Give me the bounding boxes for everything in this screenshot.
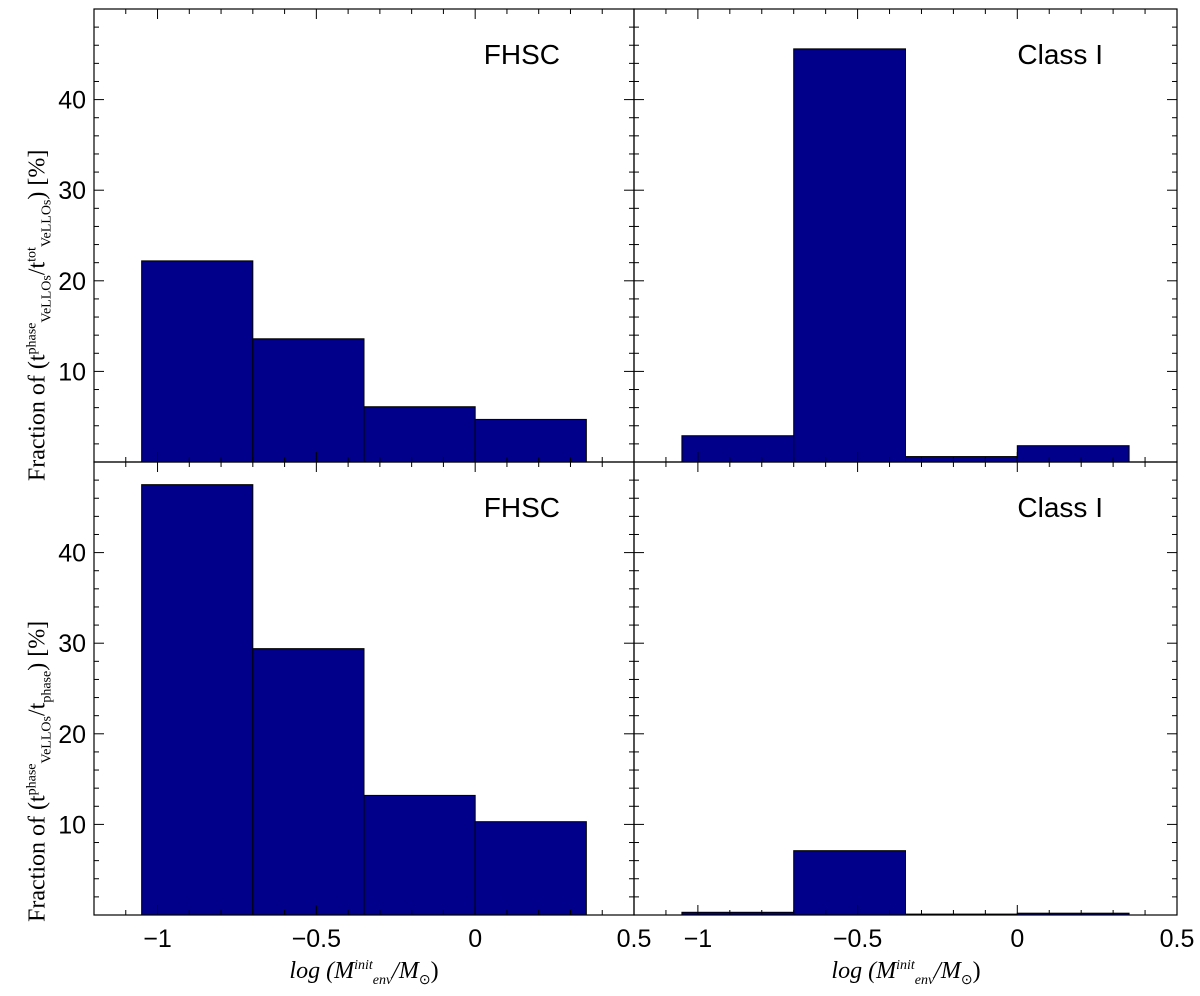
- panel-label-bottom-right: Class I: [1017, 492, 1103, 523]
- x-tick-label-bottom-right: −1: [684, 925, 713, 953]
- panel-frame-bottom-right: [633, 461, 1178, 916]
- histogram-bar-top-right-0: [681, 435, 795, 463]
- y-tick-label-top-left: 20: [58, 268, 86, 296]
- histogram-bar-bottom-left-0: [141, 484, 254, 916]
- x-tick-label-bottom-right: 0: [1010, 925, 1024, 953]
- x-tick-label-bottom-left: −0.5: [292, 925, 341, 953]
- x-tick-label-bottom-left: 0: [468, 925, 482, 953]
- ylabel-top: Fraction of (tphaseVeLLOs/ttotVeLLOs) [%…: [24, 149, 55, 482]
- x-tick-label-bottom-right: −0.5: [833, 925, 882, 953]
- y-tick-label-bottom-left: 20: [58, 721, 86, 749]
- histogram-bar-top-right-3: [1016, 445, 1130, 463]
- x-tick-label-bottom-left: −1: [143, 925, 172, 953]
- panel-label-top-left: FHSC: [484, 39, 560, 70]
- y-tick-label-top-left: 30: [58, 177, 86, 205]
- histogram-bar-top-right-2: [905, 456, 1018, 463]
- y-tick-label-top-left: 40: [58, 87, 86, 115]
- panel-label-top-right: Class I: [1017, 39, 1103, 70]
- histogram-bar-top-left-2: [363, 406, 476, 463]
- histogram-bar-top-left-3: [474, 418, 587, 463]
- x-tick-label-bottom-right: 0.5: [1160, 925, 1195, 953]
- xlabel-right: log (Minitenv/M⊙): [831, 958, 981, 988]
- histogram-bar-bottom-left-3: [474, 821, 587, 916]
- histogram-bar-bottom-left-2: [363, 794, 476, 916]
- y-tick-label-bottom-left: 40: [58, 540, 86, 568]
- panel-label-bottom-left: FHSC: [484, 492, 560, 523]
- histogram-bar-bottom-left-1: [252, 648, 365, 916]
- y-tick-label-bottom-left: 10: [58, 811, 86, 839]
- xlabel-left: log (Minitenv/M⊙): [289, 958, 439, 988]
- histogram-bar-bottom-right-1: [793, 850, 906, 916]
- histogram-bar-top-left-1: [252, 338, 365, 463]
- histogram-bar-top-left-0: [141, 260, 254, 463]
- ylabel-bottom: Fraction of (tphaseVeLLOs/tphase) [%]: [24, 620, 55, 922]
- histogram-bar-top-right-1: [793, 48, 906, 463]
- y-tick-label-top-left: 10: [58, 358, 86, 386]
- y-tick-label-bottom-left: 30: [58, 630, 86, 658]
- x-tick-label-bottom-left: 0.5: [617, 925, 652, 953]
